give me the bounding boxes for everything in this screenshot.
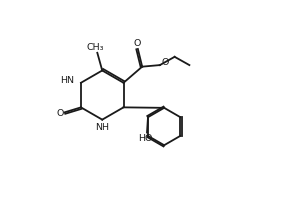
Text: HN: HN: [60, 76, 74, 85]
Text: O: O: [134, 39, 141, 48]
Text: O: O: [162, 58, 169, 67]
Text: NH: NH: [95, 123, 109, 132]
Text: CH₃: CH₃: [86, 43, 104, 52]
Text: HO: HO: [138, 134, 153, 143]
Text: O: O: [57, 109, 64, 118]
